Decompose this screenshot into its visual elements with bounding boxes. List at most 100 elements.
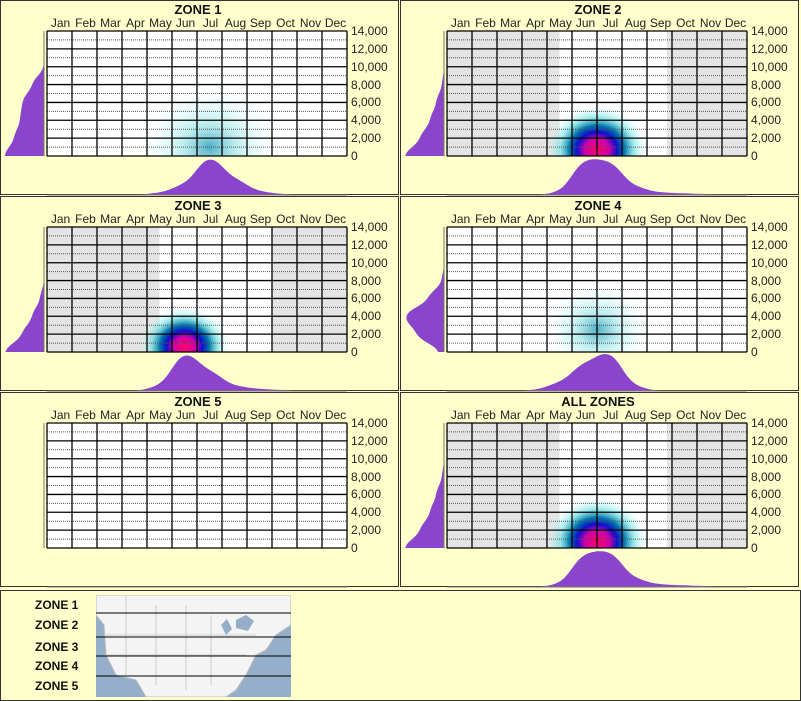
y-tick-label: 14,000 (751, 24, 788, 38)
month-histogram (447, 159, 747, 195)
month-label: Aug (224, 212, 247, 226)
y-tick-label: 12,000 (351, 41, 388, 56)
y-tick-label: 4,000 (351, 505, 382, 520)
month-label: Nov (699, 212, 722, 226)
month-label: Jun (575, 16, 596, 30)
month-label: Dec (324, 408, 347, 422)
month-label: Mar (100, 212, 121, 226)
month-label: Feb (475, 408, 496, 422)
month-label: Sep (649, 16, 672, 30)
month-label: Oct (676, 16, 695, 30)
y-tick-label: 12,000 (751, 433, 788, 448)
y-tick-label: 6,000 (351, 487, 382, 502)
month-label: Nov (299, 212, 322, 226)
y-tick-label: 10,000 (351, 451, 388, 466)
month-label: May (149, 16, 172, 30)
month-label: Jul (202, 408, 219, 422)
month-label: Aug (224, 408, 247, 422)
month-label: Jan (450, 16, 471, 30)
y-tick-label: 4,000 (751, 113, 782, 128)
month-label: Apr (526, 212, 545, 226)
month-label: Jan (450, 408, 471, 422)
y-tick-label: 4,000 (351, 113, 382, 128)
month-label: Jul (602, 16, 619, 30)
month-histogram (447, 354, 747, 391)
y-tick-label: 8,000 (751, 469, 782, 484)
month-label: Jul (602, 212, 619, 226)
y-tick-label: 6,000 (751, 95, 782, 110)
chart-panel: ZONE 4 Jan Feb Mar Apr May Jun Jul Aug Sep Oct Nov D… (400, 196, 799, 392)
month-label: Oct (276, 408, 295, 422)
month-histogram (447, 551, 747, 587)
y-tick-label: 14,000 (351, 416, 388, 430)
month-label: Sep (649, 408, 672, 422)
chart-svg (406, 226, 748, 392)
month-label: Nov (299, 408, 322, 422)
y-tick-label: 12,000 (351, 237, 388, 252)
chart-title: ZONE 5 (174, 394, 222, 409)
chart-svg (5, 226, 348, 392)
month-label: Feb (75, 212, 96, 226)
y-tick-label: 10,000 (751, 59, 788, 74)
altitude-histogram (405, 31, 444, 156)
month-label: Jun (575, 212, 596, 226)
month-label: Mar (500, 212, 521, 226)
chart-svg (405, 422, 748, 588)
zone-label: ZONE 4 (35, 659, 79, 673)
month-label: Apr (126, 16, 145, 30)
y-tick-label: 2,000 (351, 131, 382, 146)
y-tick-label: 0 (751, 345, 758, 360)
month-label: Mar (100, 16, 121, 30)
month-label: Dec (724, 212, 747, 226)
map-svg (96, 595, 291, 697)
zone-map (96, 595, 291, 697)
chart-title: ZONE 3 (174, 198, 222, 213)
month-label: May (549, 212, 572, 226)
zone-label: ZONE 1 (35, 598, 79, 612)
month-label: May (549, 408, 572, 422)
month-histogram (47, 355, 347, 391)
month-label: Nov (299, 16, 322, 30)
y-tick-label: 4,000 (351, 309, 382, 324)
altitude-histogram (406, 227, 444, 352)
month-label: Apr (126, 408, 145, 422)
month-label: Aug (624, 408, 647, 422)
y-tick-label: 8,000 (351, 273, 382, 288)
month-label: Jul (602, 408, 619, 422)
month-label: Nov (699, 16, 722, 30)
chart-panel: ALL ZONES Jan Feb Mar Apr May Jun Jul Aug Sep Oct N… (400, 392, 799, 588)
y-tick-label: 0 (751, 149, 758, 164)
month-label: Jan (50, 408, 71, 422)
y-tick-label: 14,000 (751, 220, 788, 234)
month-label: Apr (526, 16, 545, 30)
chart-panel: ZONE 2 Jan Feb Mar Apr May Jun Jul Aug Sep Oct Nov D… (400, 0, 799, 196)
month-label: May (149, 408, 172, 422)
month-label: Aug (624, 16, 647, 30)
y-tick-label: 0 (351, 541, 358, 556)
month-label: Oct (676, 212, 695, 226)
chart-title: ZONE 4 (574, 198, 622, 213)
y-tick-label: 4,000 (751, 309, 782, 324)
zone-label: ZONE 2 (35, 618, 79, 632)
altitude-histogram (4, 31, 45, 156)
y-tick-label: 8,000 (351, 77, 382, 92)
y-tick-label: 6,000 (351, 291, 382, 306)
y-tick-label: 6,000 (751, 487, 782, 502)
y-tick-label: 2,000 (751, 523, 782, 538)
month-label: Jul (202, 16, 219, 30)
y-tick-label: 10,000 (351, 255, 388, 270)
month-label: Mar (500, 16, 521, 30)
heat-blob (144, 89, 275, 156)
month-label: Dec (324, 16, 347, 30)
month-label: Sep (249, 408, 272, 422)
y-tick-label: 4,000 (751, 505, 782, 520)
month-label: Dec (324, 212, 347, 226)
altitude-histogram (5, 227, 44, 352)
month-label: Aug (624, 212, 647, 226)
month-label: Jun (175, 16, 196, 30)
month-label: Sep (649, 212, 672, 226)
y-tick-label: 6,000 (751, 291, 782, 306)
month-histogram (47, 159, 347, 195)
y-tick-label: 12,000 (751, 237, 788, 252)
y-tick-label: 2,000 (751, 131, 782, 146)
